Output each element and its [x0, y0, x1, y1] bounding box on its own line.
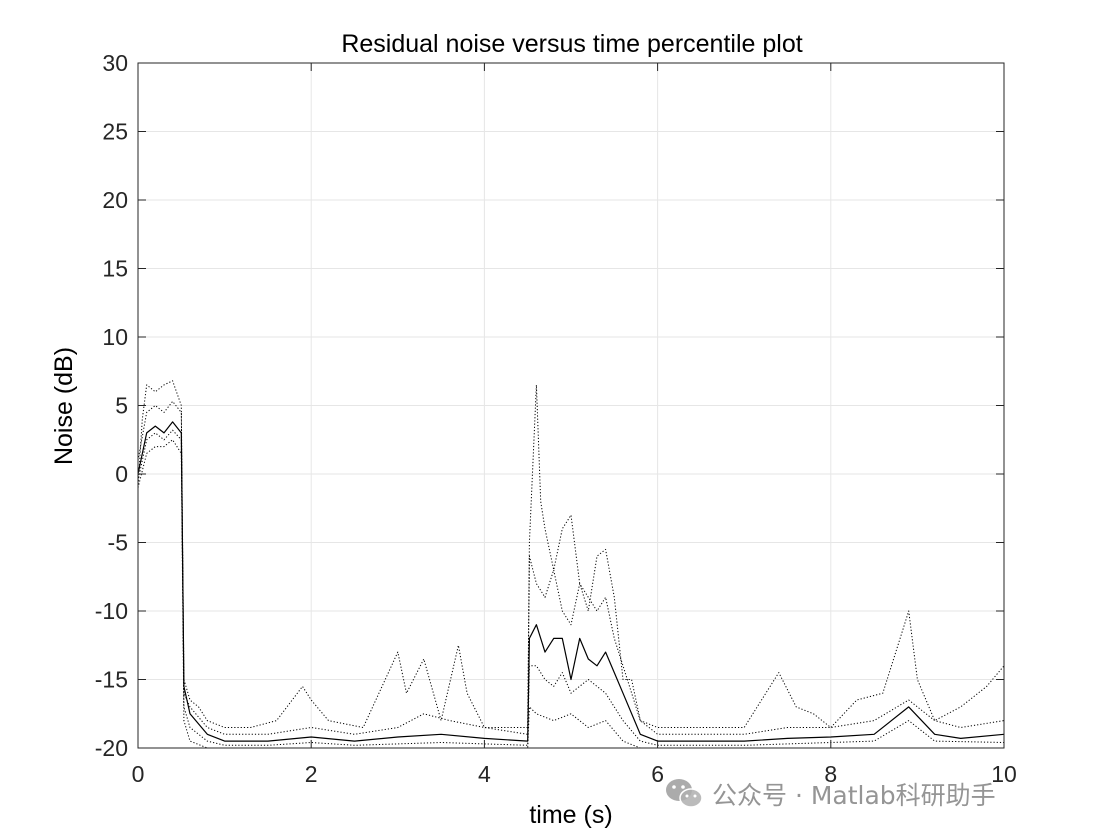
y-axis-label: Noise (dB) — [50, 347, 78, 465]
x-tick-label: 8 — [824, 761, 837, 787]
x-axis-label: time (s) — [529, 801, 612, 829]
series-line-4 — [137, 429, 1005, 746]
y-tick-label: -15 — [95, 667, 128, 693]
y-tick-label: -5 — [108, 530, 128, 556]
tick-layer: 0 2 4 6 8 10 -20 -15 -10 -5 0 5 10 15 20 25 30 — [95, 50, 1017, 787]
y-tick-label: -20 — [95, 735, 128, 761]
y-tick-label: 25 — [102, 119, 128, 145]
y-tick-label: 30 — [102, 50, 128, 76]
series-line-3 — [137, 421, 1005, 742]
x-tick-label: 6 — [651, 761, 664, 787]
y-tick-label: 5 — [115, 393, 128, 419]
x-tick-label: 0 — [132, 761, 145, 787]
y-tick-label: 20 — [102, 187, 128, 213]
y-tick-label: 0 — [115, 461, 128, 487]
x-tick-label: 10 — [991, 761, 1017, 787]
series-layer — [137, 380, 1005, 749]
y-tick-label: 10 — [102, 324, 128, 350]
watermark: 公众号 · Matlab科研助手 — [664, 774, 996, 814]
wechat-icon — [664, 777, 704, 811]
x-tick-label: 4 — [478, 761, 491, 787]
x-tick-label: 2 — [305, 761, 318, 787]
series-line-2 — [137, 400, 1005, 735]
grid-layer — [137, 62, 1005, 749]
y-tick-label: -10 — [95, 598, 128, 624]
series-line-5 — [137, 439, 1004, 749]
y-tick-label: 15 — [102, 256, 128, 282]
chart-title: Residual noise versus time percentile pl… — [341, 30, 802, 58]
watermark-text: 公众号 · Matlab科研助手 — [712, 781, 996, 810]
